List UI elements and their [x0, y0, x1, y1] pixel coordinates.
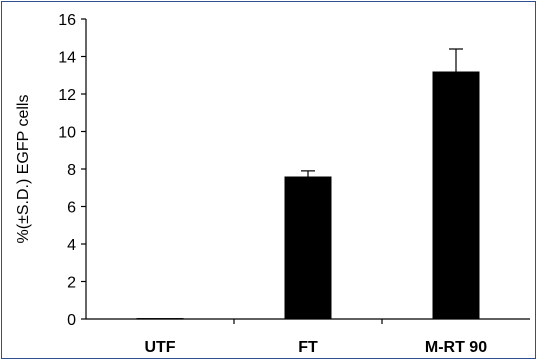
y-tick-label: 4	[67, 237, 76, 254]
bar	[432, 71, 480, 319]
y-tick-label: 2	[67, 275, 76, 292]
y-tick-label: 6	[67, 200, 76, 217]
x-category-label: M-RT 90	[425, 339, 487, 356]
y-axis-ticks: 0 2 4 6 8 10 12 14 16	[58, 12, 86, 329]
y-tick-label: 16	[58, 12, 76, 29]
x-axis-labels: UTF FT M-RT 90	[144, 319, 487, 356]
y-tick-label: 12	[58, 87, 76, 104]
bar	[284, 176, 332, 319]
error-bar	[301, 170, 315, 177]
y-tick-label: 0	[67, 312, 76, 329]
y-tick-label: 8	[67, 162, 76, 179]
x-category-label: UTF	[144, 339, 175, 356]
y-tick-label: 14	[58, 50, 76, 67]
y-axis-title: %(±S.D.) EGFP cells	[15, 95, 32, 244]
y-tick-label: 10	[58, 125, 76, 142]
bars	[136, 48, 480, 320]
error-bar	[449, 48, 463, 72]
x-category-label: FT	[298, 339, 318, 356]
